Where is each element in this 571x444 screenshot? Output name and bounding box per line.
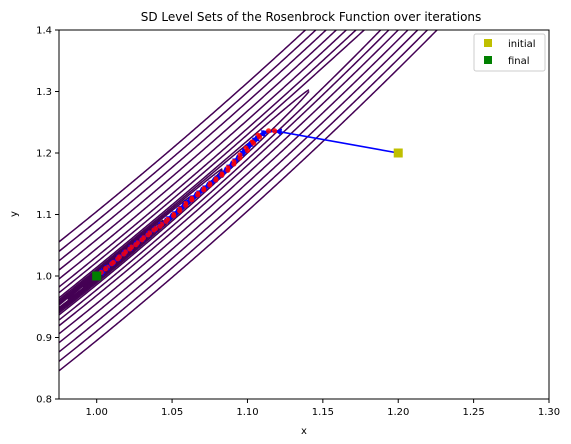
contour-line — [59, 89, 310, 299]
x-axis-label: x — [301, 426, 307, 437]
x-tick-label: 1.00 — [86, 407, 108, 418]
contour-line — [59, 30, 366, 294]
y-tick-label: 1.3 — [36, 87, 52, 98]
y-tick-label: 1.2 — [36, 149, 52, 160]
iterate-point — [121, 251, 127, 257]
x-tick-label: 1.20 — [387, 407, 409, 418]
iterate-point — [195, 192, 201, 198]
chart-title: SD Level Sets of the Rosenbrock Function… — [141, 10, 482, 24]
iterate-point — [201, 187, 207, 193]
descent-path — [92, 128, 403, 281]
contour-lines — [59, 30, 439, 372]
iterate-point — [170, 213, 177, 219]
y-axis-label: y — [9, 211, 20, 217]
iterate-point — [265, 128, 272, 134]
y-tick-label: 1.4 — [36, 26, 52, 37]
y-tick-label: 0.8 — [36, 395, 52, 406]
legend-initial-label: initial — [508, 39, 536, 50]
contour-line — [59, 168, 223, 303]
iterate-point — [133, 242, 139, 248]
contour-line — [59, 30, 390, 327]
contour-line — [59, 30, 348, 280]
iterate-point — [272, 128, 278, 134]
iterate-point — [109, 261, 115, 267]
contour-line — [59, 133, 262, 301]
iterate-point — [145, 232, 151, 238]
x-tick-label: 1.05 — [161, 407, 183, 418]
y-tick-label: 0.9 — [36, 333, 52, 344]
iterate-point — [189, 197, 195, 203]
contour-line — [59, 30, 328, 262]
initial-point-marker — [393, 148, 403, 158]
iterate-point — [237, 155, 243, 161]
legend-final-label: final — [508, 56, 530, 67]
x-tick-label: 1.15 — [312, 407, 334, 418]
contour-line — [59, 30, 400, 335]
iterate-point — [219, 172, 225, 178]
iterate-point — [183, 202, 189, 208]
iterate-point — [115, 256, 121, 262]
legend-final-marker — [484, 56, 492, 64]
iterate-point — [250, 140, 257, 146]
iterate-point — [231, 161, 237, 167]
contour-line — [59, 30, 439, 372]
x-tick-label: 1.25 — [462, 407, 484, 418]
iterate-point — [213, 177, 219, 183]
contour-line — [59, 30, 307, 243]
x-tick-label: 1.10 — [236, 407, 258, 418]
contour-line — [59, 30, 317, 253]
x-tick-label: 1.30 — [538, 407, 560, 418]
x-axis: 1.00 1.05 1.10 1.15 1.20 1.25 1.30 — [86, 399, 560, 418]
contour-line — [59, 30, 419, 353]
y-tick-label: 1.1 — [36, 210, 52, 221]
contour-line — [59, 30, 382, 321]
legend-initial-marker — [484, 39, 492, 47]
iterate-point — [163, 218, 169, 224]
final-point-marker — [92, 271, 102, 281]
y-tick-label: 1.0 — [36, 272, 52, 283]
iterate-point — [256, 134, 263, 140]
contour-line — [59, 30, 358, 288]
iterate-point — [127, 246, 133, 252]
contour-line — [59, 30, 409, 344]
contour-line — [59, 90, 310, 316]
legend: initial final — [473, 33, 546, 72]
contour-line — [59, 30, 338, 271]
y-axis: 0.8 0.9 1.0 1.1 1.2 1.3 1.4 — [36, 26, 59, 406]
iterate-point — [244, 147, 251, 154]
iterate-point — [103, 266, 109, 272]
iterate-point — [139, 237, 145, 243]
iterate-point — [207, 182, 213, 188]
iterate-point — [151, 227, 157, 233]
iterate-point — [157, 223, 163, 229]
iterate-point — [225, 167, 231, 173]
contour-line — [59, 30, 429, 363]
iterate-point — [177, 208, 183, 214]
